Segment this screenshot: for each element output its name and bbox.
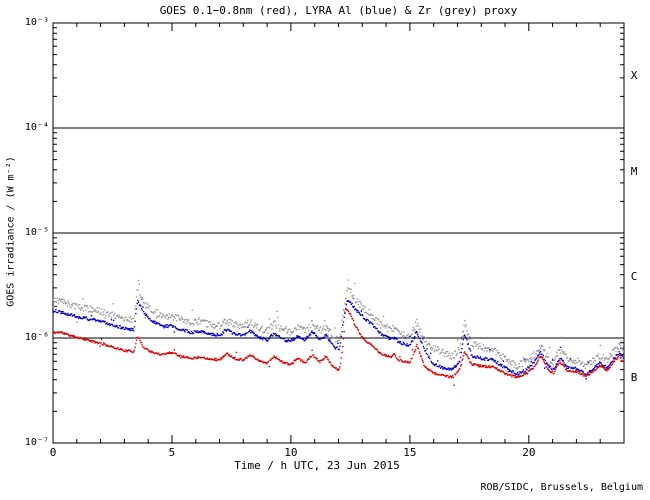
y-tick-label: 10⁻⁷ — [24, 437, 49, 448]
y-tick-label: 10⁻⁶ — [24, 332, 49, 343]
y-tick-label: 10⁻⁴ — [24, 122, 49, 133]
y-tick-label: 10⁻⁵ — [24, 227, 49, 238]
x-tick-label: 5 — [168, 446, 176, 459]
x-tick-label: 20 — [522, 446, 536, 459]
credit-text: ROB/SIDC, Brussels, Belgium — [480, 482, 643, 493]
x-axis-label: Time / h UTC, 23 Jun 2015 — [234, 459, 400, 472]
series-lyra-zr-proxy — [52, 279, 625, 371]
x-tick-label: 15 — [403, 446, 417, 459]
flare-class-label-m: M — [630, 165, 638, 178]
x-tick-label: 0 — [49, 446, 57, 459]
series-goes-0-1-0-8nm — [52, 308, 625, 386]
flare-class-label-x: X — [630, 69, 638, 82]
plot-frame — [52, 22, 625, 444]
chart-title: GOES 0.1−0.8nm (red), LYRA Al (blue) & Z… — [159, 4, 518, 17]
flare-class-label-b: B — [630, 371, 638, 384]
x-tick-label: 10 — [284, 446, 298, 459]
y-tick-label: 10⁻³ — [24, 17, 49, 28]
series-lyra-al-proxy — [52, 299, 625, 380]
flare-class-label-c: C — [630, 270, 638, 283]
